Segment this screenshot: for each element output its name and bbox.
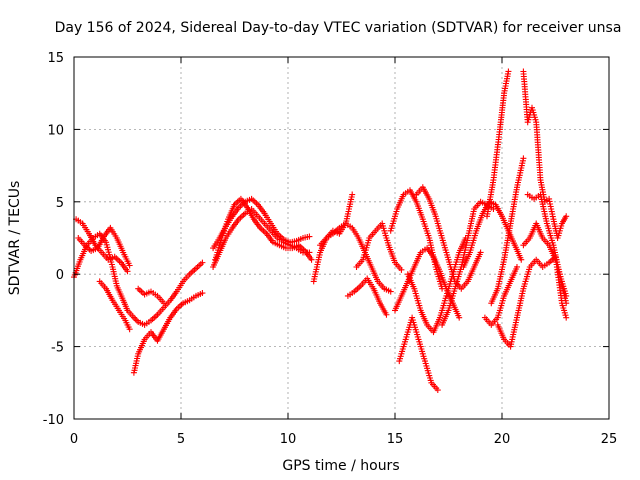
plus-markers — [353, 220, 405, 273]
series-track-9 — [210, 195, 313, 252]
plus-markers — [71, 230, 206, 328]
plus-markers — [212, 195, 315, 263]
plus-markers — [392, 245, 463, 321]
y-tick-label: 15 — [47, 51, 64, 66]
series-track-19 — [439, 198, 497, 328]
plus-markers — [387, 187, 446, 292]
plus-markers — [481, 263, 520, 328]
y-axis-label: SDTVAR / TECUs — [7, 181, 23, 296]
series-track-15 — [396, 314, 441, 394]
series-track-5 — [130, 290, 206, 376]
plus-markers — [520, 220, 570, 299]
series-track-21 — [484, 68, 512, 220]
plus-markers — [439, 198, 497, 328]
plus-markers — [135, 285, 167, 307]
series-track-26 — [520, 220, 570, 299]
series-track-11 — [317, 220, 394, 295]
y-tick-label: 10 — [47, 123, 64, 138]
series-track-22 — [488, 155, 527, 307]
x-tick-label: 0 — [70, 432, 78, 447]
x-axis-label: GPS time / hours — [282, 458, 399, 474]
series-track-13 — [353, 220, 405, 273]
series-track-27 — [481, 263, 520, 328]
series-track-6 — [135, 285, 167, 307]
series-track-10 — [310, 191, 356, 285]
axis-ticks: 0 5 10 15 20 25 -10 -5 0 5 10 15 — [43, 51, 618, 447]
x-tick-label: 5 — [177, 432, 185, 447]
x-tick-label: 10 — [280, 432, 297, 447]
series-track-1 — [71, 230, 206, 328]
y-tick-label: -10 — [43, 413, 64, 428]
series-track-12 — [344, 275, 390, 318]
series-track-4 — [96, 278, 133, 333]
data-series — [71, 68, 570, 394]
plus-markers — [210, 195, 313, 252]
chart-title: Day 156 of 2024, Sidereal Day-to-day VTE… — [55, 20, 622, 36]
plus-markers — [484, 68, 512, 220]
y-tick-label: -5 — [51, 341, 64, 356]
plot-frame — [73, 56, 610, 420]
plus-markers — [317, 220, 394, 295]
series-track-14 — [387, 187, 446, 292]
y-tick-label: 0 — [56, 268, 64, 283]
plus-markers — [96, 278, 133, 333]
plus-markers — [488, 155, 527, 307]
plus-markers — [75, 224, 133, 269]
x-tick-label: 15 — [387, 432, 404, 447]
series-track-3 — [75, 224, 133, 269]
series-track-16 — [392, 245, 463, 321]
x-tick-label: 25 — [601, 432, 618, 447]
plus-markers — [344, 275, 390, 318]
plus-markers — [130, 290, 206, 376]
y-tick-label: 5 — [56, 196, 64, 211]
series-track-7 — [212, 195, 315, 263]
x-tick-label: 20 — [494, 432, 511, 447]
plus-markers — [310, 191, 356, 285]
plus-markers — [396, 314, 441, 394]
